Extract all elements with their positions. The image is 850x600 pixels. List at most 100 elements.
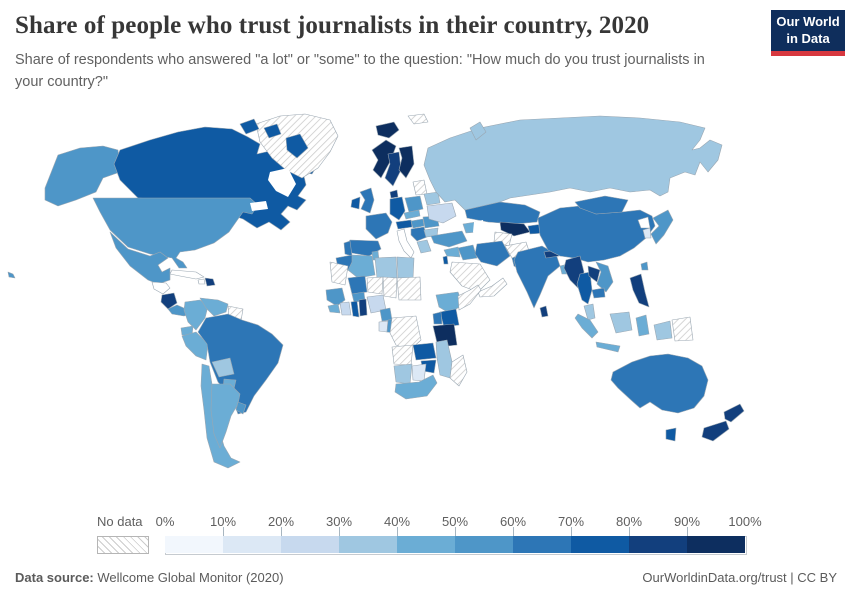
region-papua-new-guinea[interactable] [671, 316, 694, 342]
region-baltic-states[interactable] [412, 179, 428, 196]
region-egypt[interactable] [396, 256, 415, 279]
region-ireland[interactable] [350, 196, 361, 210]
region-west-papua-indonesia[interactable] [653, 320, 673, 341]
region-ukraine[interactable] [426, 202, 457, 224]
region-venezuela[interactable] [199, 297, 229, 317]
region-sri-lanka[interactable] [539, 305, 549, 318]
region-mongolia[interactable] [574, 195, 629, 215]
region-argentina[interactable] [210, 383, 241, 449]
region-svalbard[interactable] [407, 113, 429, 125]
region-iraq[interactable] [457, 244, 478, 261]
region-hawaii[interactable] [7, 271, 16, 279]
region-yemen-oman[interactable] [477, 277, 508, 298]
region-cambodia[interactable] [591, 287, 606, 299]
region-nicaragua[interactable] [160, 292, 178, 310]
region-kenya[interactable] [439, 308, 460, 328]
region-kazakhstan[interactable] [464, 201, 541, 225]
region-philippines[interactable] [629, 273, 650, 308]
region-tasmania[interactable] [665, 427, 677, 442]
region-iceland[interactable] [375, 121, 400, 139]
region-norway[interactable] [371, 139, 397, 179]
region-sudan[interactable] [396, 276, 422, 301]
region-bolivia[interactable] [211, 357, 235, 378]
legend-bin-50-60%[interactable] [455, 536, 513, 553]
region-zambia[interactable] [412, 342, 437, 361]
region-serbia-croatia[interactable] [410, 226, 428, 242]
region-brazil[interactable] [197, 313, 284, 415]
no-data-swatch[interactable] [97, 536, 149, 554]
region-china[interactable] [537, 205, 656, 263]
region-syria-jordan[interactable] [443, 246, 461, 258]
region-ghana[interactable] [350, 300, 360, 318]
region-mexico[interactable] [109, 231, 171, 285]
region-ivory-coast[interactable] [339, 301, 352, 316]
region-peru[interactable] [181, 331, 209, 361]
region-germany[interactable] [389, 196, 406, 221]
region-angola[interactable] [391, 344, 414, 366]
region-cameroon[interactable] [379, 307, 393, 322]
region-iran[interactable] [474, 240, 511, 267]
region-western-sahara-mauritania[interactable] [329, 261, 349, 286]
region-gabon[interactable] [378, 320, 389, 333]
region-madagascar[interactable] [449, 354, 468, 387]
region-israel[interactable] [442, 255, 449, 265]
region-north-korea[interactable] [637, 216, 651, 229]
region-new-zealand-north[interactable] [723, 403, 745, 423]
region-laos[interactable] [587, 265, 601, 283]
legend-bin-30-40%[interactable] [339, 536, 397, 553]
region-united-kingdom[interactable] [359, 187, 375, 214]
license-link[interactable]: OurWorldinData.org/trust | CC BY [642, 570, 837, 585]
region-south-africa[interactable] [394, 374, 438, 400]
region-algeria[interactable] [347, 254, 376, 279]
region-sweden[interactable] [384, 151, 402, 187]
region-vietnam[interactable] [595, 261, 614, 293]
region-japan[interactable] [650, 209, 674, 245]
region-java-indonesia[interactable] [595, 341, 621, 353]
region-malaysia[interactable] [583, 303, 596, 321]
region-sierra-leone-liberia[interactable] [327, 303, 341, 314]
region-south-korea[interactable] [642, 227, 652, 239]
region-colombia[interactable] [183, 299, 209, 331]
region-greece[interactable] [416, 239, 432, 254]
region-botswana[interactable] [411, 363, 427, 382]
region-alaska-united-states[interactable] [44, 145, 121, 207]
legend-bin-10-20%[interactable] [223, 536, 281, 553]
legend-bin-80-90%[interactable] [629, 536, 687, 553]
legend-bin-0-10%[interactable] [165, 536, 223, 553]
region-taiwan[interactable] [640, 261, 649, 271]
region-australia[interactable] [610, 353, 709, 414]
region-turkey[interactable] [430, 230, 468, 248]
region-arctic-island-b[interactable] [263, 123, 282, 139]
region-dominican-republic[interactable] [204, 277, 216, 287]
region-mali[interactable] [347, 275, 368, 295]
region-borneo[interactable] [609, 311, 633, 334]
region-new-zealand-south[interactable] [701, 420, 730, 442]
region-france[interactable] [365, 212, 393, 240]
region-hungary[interactable] [410, 218, 425, 229]
legend-bin-60-70%[interactable] [513, 536, 571, 553]
region-arctic-island-a[interactable] [239, 118, 260, 135]
legend-bin-40-50%[interactable] [397, 536, 455, 553]
region-namibia[interactable] [393, 363, 413, 385]
region-togo-benin[interactable] [358, 298, 368, 317]
region-sumatra-indonesia[interactable] [574, 313, 599, 339]
region-uzbekistan[interactable] [499, 221, 531, 237]
region-guatemala-honduras[interactable] [151, 281, 171, 295]
region-niger[interactable] [366, 276, 384, 295]
legend-bin-90-100%[interactable] [687, 536, 745, 553]
region-chad[interactable] [382, 276, 398, 299]
region-poland[interactable] [404, 195, 424, 213]
region-libya[interactable] [374, 256, 398, 279]
region-sulawesi-indonesia[interactable] [635, 314, 650, 337]
region-somalia[interactable] [457, 284, 482, 311]
region-switzerland-austria[interactable] [395, 219, 413, 230]
region-united-states[interactable] [92, 197, 259, 269]
region-denmark[interactable] [389, 189, 399, 199]
region-saudi-arabia[interactable] [449, 261, 491, 293]
region-uruguay[interactable] [235, 401, 247, 415]
region-haiti[interactable] [197, 278, 206, 285]
region-uganda[interactable] [432, 311, 443, 325]
region-finland[interactable] [398, 145, 415, 179]
region-italy[interactable] [396, 228, 415, 259]
region-novaya-zemlya[interactable] [469, 121, 487, 141]
